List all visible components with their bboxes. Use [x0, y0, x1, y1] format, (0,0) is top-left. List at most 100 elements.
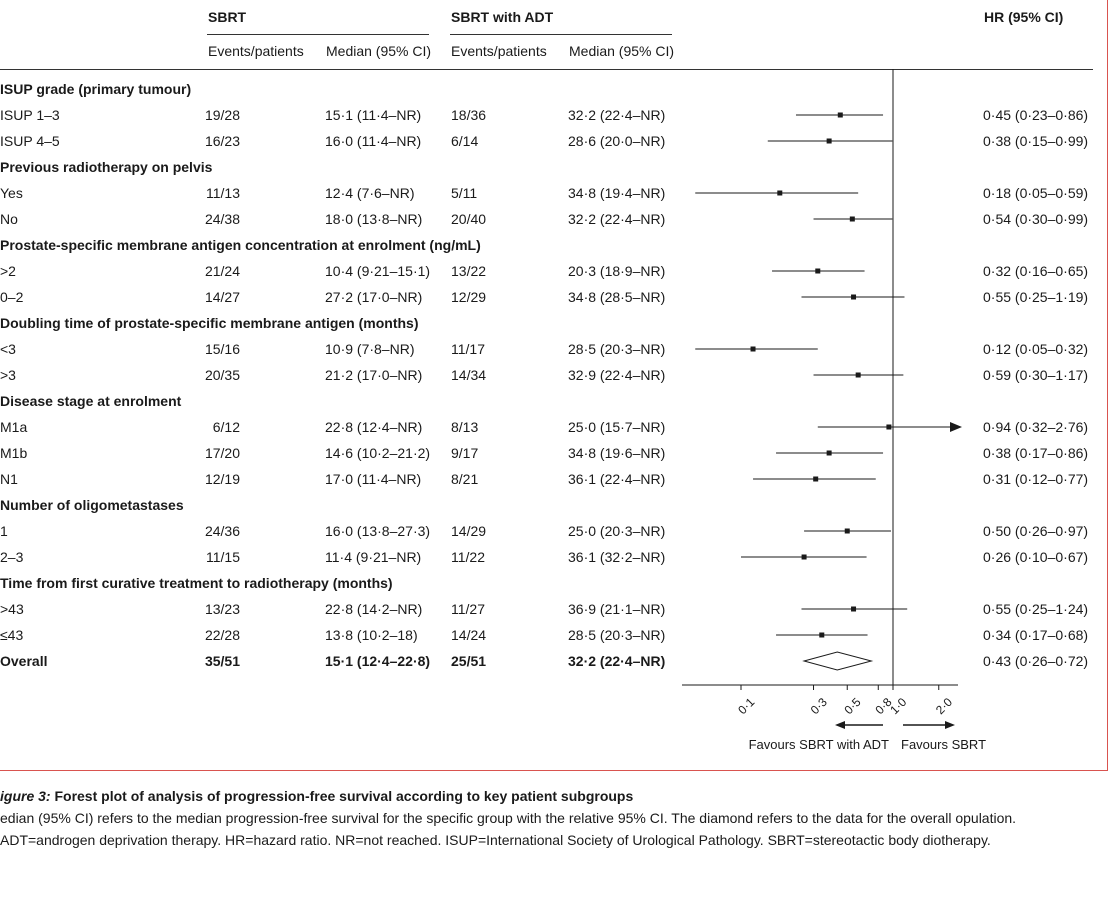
- subgroup-heading: Prostate-specific membrane antigen conce…: [0, 237, 481, 253]
- sbrt-median: 16·0 (11·4–NR): [325, 133, 422, 149]
- sbrt-events: 11/15: [206, 549, 240, 565]
- sbrt-events: 35/51: [204, 653, 240, 669]
- adt-median: 34·8 (28·5–NR): [568, 289, 666, 305]
- row-label: ISUP 1–3: [0, 107, 60, 123]
- adt-median: 28·6 (20·0–NR): [568, 133, 666, 149]
- figure-caption: igure 3: Forest plot of analysis of prog…: [0, 785, 1110, 851]
- hr-point: [815, 268, 821, 274]
- hr-point: [777, 190, 783, 196]
- hr-ci: 0·55 (0·25–1·24): [983, 601, 1089, 617]
- adt-events: 25/51: [451, 653, 487, 669]
- hr-ci: 0·31 (0·12–0·77): [983, 471, 1089, 487]
- adt-median: 34·8 (19·6–NR): [568, 445, 666, 461]
- adt-events: 11/27: [451, 601, 485, 617]
- sbrt-median: 22·8 (12·4–NR): [325, 419, 423, 435]
- adt-median: 28·5 (20·3–NR): [568, 627, 666, 643]
- adt-median: 32·9 (22·4–NR): [568, 367, 666, 383]
- adt-events: 6/14: [451, 133, 479, 149]
- favours-left-label: Favours SBRT with ADT: [749, 737, 889, 752]
- adt-median: 32·2 (22·4–NR): [568, 107, 666, 123]
- sbrt-median: 16·0 (13·8–27·3): [325, 523, 431, 539]
- sbrt-events: 6/12: [212, 419, 240, 435]
- sbrt-median: 22·8 (14·2–NR): [325, 601, 423, 617]
- row-label: No: [0, 211, 18, 227]
- hr-point: [801, 554, 807, 560]
- row-label: M1a: [0, 419, 28, 435]
- adt-median: 36·1 (32·2–NR): [568, 549, 666, 565]
- adt-median: 28·5 (20·3–NR): [568, 341, 666, 357]
- sbrt-events: 15/16: [204, 341, 240, 357]
- hr-ci: 0·38 (0·15–0·99): [983, 133, 1089, 149]
- rule-sbrt: [207, 34, 429, 35]
- sbrt-median: 21·2 (17·0–NR): [325, 367, 423, 383]
- favours-right-label: Favours SBRT: [901, 737, 986, 752]
- row-label: >3: [0, 367, 16, 383]
- sbrt-median: 10·9 (7·8–NR): [325, 341, 415, 357]
- adt-events: 11/17: [451, 341, 485, 357]
- sbrt-events: 24/38: [204, 211, 240, 227]
- adt-median: 36·9 (21·1–NR): [568, 601, 666, 617]
- adt-median: 25·0 (15·7–NR): [568, 419, 666, 435]
- sbrt-median: 17·0 (11·4–NR): [325, 471, 422, 487]
- row-label: >43: [0, 601, 24, 617]
- row-label: >2: [0, 263, 16, 279]
- hr-point: [819, 632, 825, 638]
- x-tick-label: 0·5: [841, 695, 863, 717]
- adt-median: 34·8 (19·4–NR): [568, 185, 666, 201]
- rule-sbrt-adt: [450, 34, 672, 35]
- caption-body: edian (95% CI) refers to the median prog…: [0, 810, 1017, 848]
- adt-events: 8/13: [451, 419, 479, 435]
- caption-fig-label: igure 3:: [0, 788, 51, 804]
- hr-point: [851, 294, 857, 300]
- hr-point: [849, 216, 855, 222]
- hr-ci: 0·12 (0·05–0·32): [983, 341, 1089, 357]
- adt-events: 14/24: [451, 627, 487, 643]
- subheader-median-adt: Median (95% CI): [569, 43, 675, 59]
- hr-ci: 0·32 (0·16–0·65): [983, 263, 1089, 279]
- overall-label: Overall: [0, 653, 48, 669]
- sbrt-median: 10·4 (9·21–15·1): [325, 263, 431, 279]
- x-tick-label: 0·1: [735, 695, 757, 717]
- hr-ci: 0·43 (0·26–0·72): [983, 653, 1089, 669]
- adt-median: 32·2 (22·4–NR): [568, 653, 666, 669]
- sbrt-median: 14·6 (10·2–21·2): [325, 445, 431, 461]
- subgroup-heading: ISUP grade (primary tumour): [0, 81, 192, 97]
- adt-events: 20/40: [451, 211, 487, 227]
- adt-events: 12/29: [451, 289, 487, 305]
- favours-right-arrowhead: [945, 721, 955, 729]
- sbrt-events: 13/23: [204, 601, 240, 617]
- adt-events: 14/29: [451, 523, 487, 539]
- hr-point: [886, 424, 892, 430]
- adt-events: 5/11: [451, 185, 478, 201]
- rule-header-bottom: [0, 69, 1093, 70]
- sbrt-events: 12/19: [204, 471, 240, 487]
- sbrt-events: 19/28: [204, 107, 240, 123]
- hr-ci: 0·18 (0·05–0·59): [983, 185, 1089, 201]
- row-label: ISUP 4–5: [0, 133, 60, 149]
- header-sbrt-adt: SBRT with ADT: [451, 9, 554, 25]
- hr-point: [837, 112, 843, 118]
- adt-median: 36·1 (22·4–NR): [568, 471, 666, 487]
- adt-events: 14/34: [451, 367, 487, 383]
- row-label: 0–2: [0, 289, 24, 305]
- subgroup-heading: Disease stage at enrolment: [0, 393, 182, 409]
- row-label: <3: [0, 341, 16, 357]
- sbrt-events: 20/35: [204, 367, 240, 383]
- hr-point: [750, 346, 756, 352]
- sbrt-median: 11·4 (9·21–NR): [325, 549, 422, 565]
- hr-ci: 0·55 (0·25–1·19): [983, 289, 1089, 305]
- hr-point: [826, 138, 832, 144]
- sbrt-events: 22/28: [204, 627, 240, 643]
- adt-events: 18/36: [451, 107, 487, 123]
- sbrt-median: 13·8 (10·2–18): [325, 627, 418, 643]
- adt-events: 8/21: [451, 471, 479, 487]
- hr-point: [855, 372, 861, 378]
- adt-events: 9/17: [451, 445, 479, 461]
- hr-ci: 0·38 (0·17–0·86): [983, 445, 1089, 461]
- x-tick-label: 2·0: [933, 695, 955, 717]
- hr-ci: 0·50 (0·26–0·97): [983, 523, 1089, 539]
- sbrt-events: 14/27: [204, 289, 240, 305]
- adt-median: 32·2 (22·4–NR): [568, 211, 666, 227]
- subheader-events: Events/patients: [208, 43, 304, 59]
- sbrt-median: 15·1 (11·4–NR): [325, 107, 422, 123]
